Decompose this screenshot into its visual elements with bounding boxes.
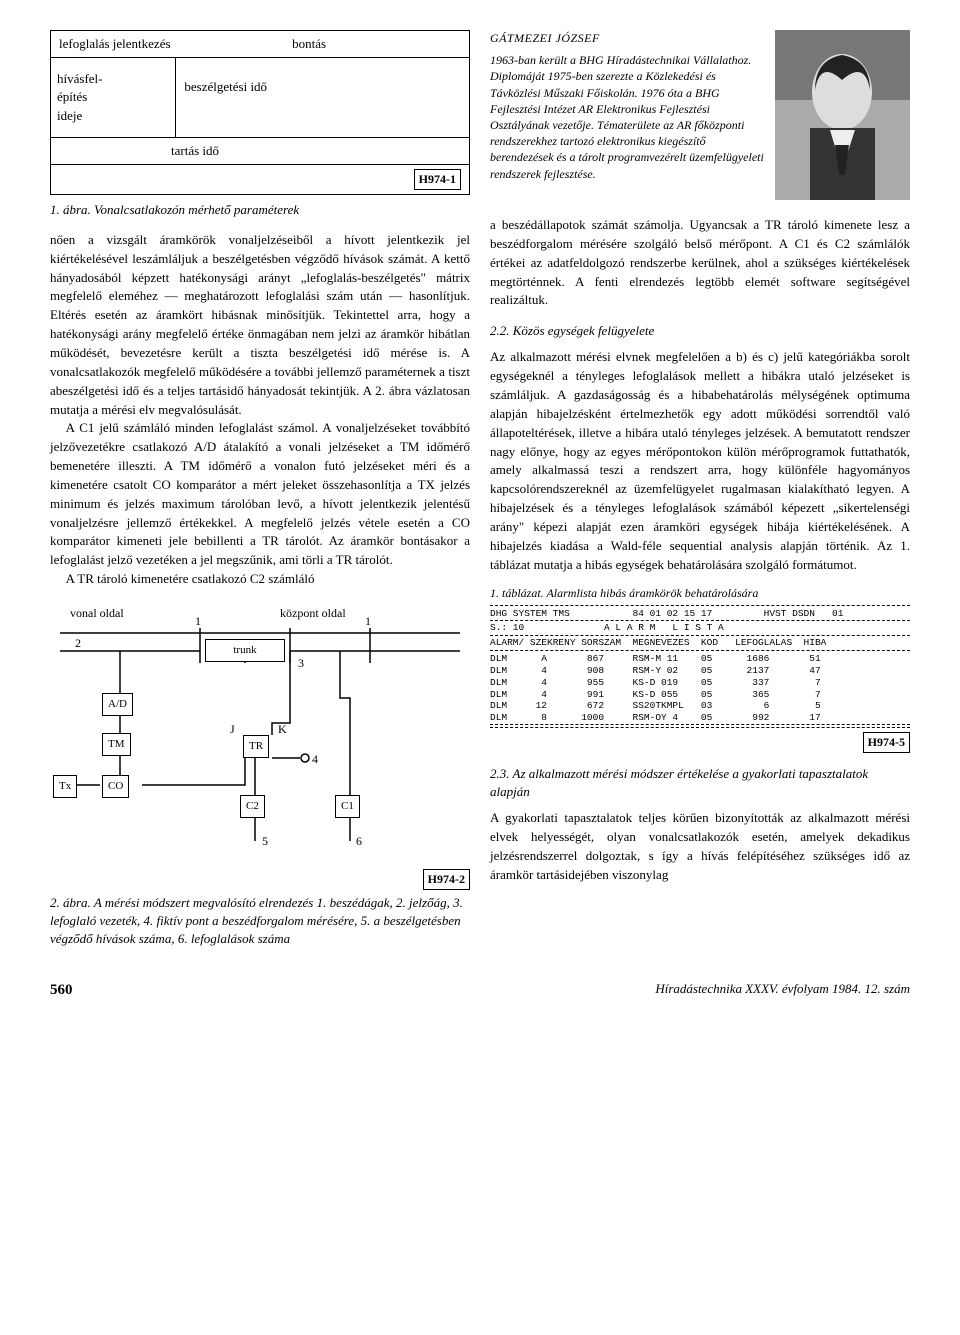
table-row: DLM A 867 RSM-M 11 05 1686 51 (490, 653, 910, 665)
fig1-bottom-row: tartás idő (51, 138, 469, 164)
para-l2: A C1 jelű számláló minden lefoglalást sz… (50, 419, 470, 570)
fig2-box-c1: C1 (335, 795, 360, 818)
table-1-ref: H974-5 (863, 732, 910, 753)
figure-1-diagram: lefoglalás jelentkezés bontás hívásfel- … (50, 30, 470, 195)
heading-2-2: 2.2. Közös egységek felügyelete (490, 322, 910, 340)
figure-2-caption: 2. ábra. A mérési módszert megvalósító e… (50, 894, 470, 949)
alarm-table: DHG SYSTEM TMS 84 01 02 15 17 HVST DSDN … (490, 605, 910, 728)
table-row: DLM 4 991 KS-D 055 05 365 7 (490, 689, 910, 701)
fig2-n6: 6 (356, 833, 362, 850)
fig1-mid-cell: beszélgetési idő (176, 58, 469, 137)
fig2-box-tm: TM (102, 733, 131, 756)
fig2-lbl-kozpont: központ oldal (280, 605, 346, 622)
para-r2: Az alkalmazott mérési elvnek megfelelően… (490, 348, 910, 574)
fig2-n4: 4 (312, 751, 318, 768)
para-l1: nően a vizsgált áramkörök vonaljelzéseib… (50, 231, 470, 419)
figure-1-caption: 1. ábra. Vonalcsatlakozón mérhető paramé… (50, 201, 470, 219)
fig1-left-cell: hívásfel- építés ideje (51, 58, 176, 137)
table-col-hdr: ALARM/ SZEKRENY SORSZAM MEGNEVEZES KOD L… (490, 636, 910, 651)
right-column: GÁTMEZEI JÓZSEF 1963-ban került a BHG Hí… (490, 30, 910, 960)
author-block: GÁTMEZEI JÓZSEF 1963-ban került a BHG Hí… (490, 30, 910, 200)
fig1-top-right-label: bontás (292, 35, 326, 53)
para-r1: a beszédállapotok számát számolja. Ugyan… (490, 216, 910, 310)
table-hdr-2: S.: 10 A L A R M L I S T A (490, 620, 910, 636)
fig2-box-trunk: trunk (205, 639, 285, 662)
author-bio: 1963-ban került a BHG Híradástechnikai V… (490, 52, 765, 182)
table-row: DLM 12 672 SS20TKMPL 03 6 5 (490, 700, 910, 712)
table-row: DLM 4 908 RSM-Y 02 05 2137 47 (490, 665, 910, 677)
figure-2-diagram: vonal oldal központ oldal 1 1 2 3 4 5 6 … (50, 603, 470, 863)
fig2-box-co: CO (102, 775, 129, 798)
page-columns: lefoglalás jelentkezés bontás hívásfel- … (50, 30, 910, 960)
fig1-top-left-label: lefoglalás jelentkezés (59, 35, 292, 53)
left-column: lefoglalás jelentkezés bontás hívásfel- … (50, 30, 470, 960)
para-l3: A TR tároló kimenetére csatlakozó C2 szá… (50, 570, 470, 589)
fig2-n5: 5 (262, 833, 268, 850)
fig1-ref-box: H974-1 (414, 169, 461, 190)
fig2-lbl-k: K (278, 721, 287, 738)
fig2-n1b: 1 (365, 613, 371, 630)
fig2-n3: 3 (298, 655, 304, 672)
fig2-ref-box: H974-2 (423, 869, 470, 890)
table-hdr-1: DHG SYSTEM TMS 84 01 02 15 17 HVST DSDN … (490, 608, 910, 620)
table-row: DLM 8 1000 RSM-OY 4 05 992 17 (490, 712, 910, 724)
heading-2-3: 2.3. Az alkalmazott mérési módszer érték… (490, 765, 910, 801)
fig2-n1a: 1 (195, 613, 201, 630)
para-r3: A gyakorlati tapasztalatok teljes körűen… (490, 809, 910, 884)
table-1-caption: 1. táblázat. Alarmlista hibás áramkörök … (490, 585, 910, 602)
fig2-box-ad: A/D (102, 693, 133, 716)
journal-info: Híradástechnika XXXV. évfolyam 1984. 12.… (655, 980, 910, 1001)
author-photo (775, 30, 910, 200)
fig2-lbl-vonal: vonal oldal (70, 605, 124, 622)
left-body-text: nően a vizsgált áramkörök vonaljelzéseib… (50, 231, 470, 589)
fig2-lbl-j: J (230, 721, 235, 738)
author-name: GÁTMEZEI JÓZSEF (490, 30, 765, 46)
fig2-box-tx: Tx (53, 775, 77, 798)
fig2-n2: 2 (75, 635, 81, 652)
table-row: DLM 4 955 KS-D 019 05 337 7 (490, 677, 910, 689)
fig2-box-tr: TR (243, 735, 269, 758)
fig2-box-c2: C2 (240, 795, 265, 818)
page-number: 560 (50, 980, 73, 1001)
table-body: DLM A 867 RSM-M 11 05 1686 51 DLM 4 908 … (490, 651, 910, 725)
page-footer: 560 Híradástechnika XXXV. évfolyam 1984.… (50, 980, 910, 1001)
